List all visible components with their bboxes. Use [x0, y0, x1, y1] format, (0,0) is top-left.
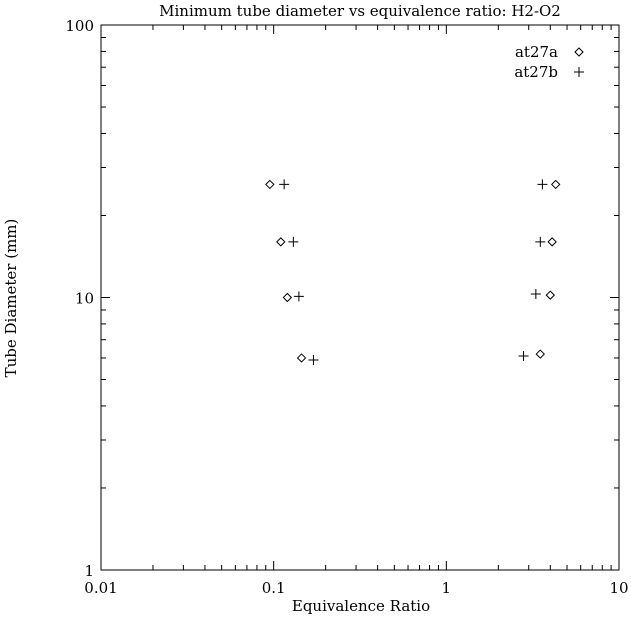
chart-title: Minimum tube diameter vs equivalence rat…: [159, 2, 561, 20]
plot-frame: [100, 24, 620, 571]
at27a-point: [282, 292, 293, 303]
at27a-point: [545, 290, 555, 300]
at27b-point: [279, 179, 290, 190]
series-at27a: [265, 179, 561, 363]
axis-tick-labels: 0.01 0.1 1 10 1 10 100: [65, 17, 628, 597]
at27a-point: [535, 349, 545, 359]
at27b-point: [537, 179, 548, 190]
x-axis-label: Equivalence Ratio: [292, 597, 430, 615]
x-tick-label: 1: [442, 579, 452, 597]
x-tick-label: 10: [609, 579, 628, 597]
series-at27b: [279, 179, 548, 365]
at27a-point: [276, 237, 286, 247]
at27a-point: [551, 179, 561, 190]
axes: [100, 24, 620, 571]
at27b-point: [308, 354, 319, 365]
legend: at27a at27b: [514, 43, 584, 81]
legend-marker-at27a: [574, 47, 584, 57]
at27a-point: [547, 237, 557, 247]
axis-ticks: [100, 24, 620, 571]
y-axis-label: Tube Diameter (mm): [2, 219, 20, 378]
y-tick-label: 100: [65, 17, 94, 35]
legend-label-at27a: at27a: [515, 43, 558, 61]
legend-marker-at27b: [574, 67, 584, 77]
at27a-point: [296, 353, 307, 363]
x-tick-label: 0.01: [84, 579, 117, 597]
at27b-point: [288, 236, 299, 247]
at27a-point: [265, 179, 275, 190]
at27b-point: [293, 291, 304, 302]
legend-label-at27b: at27b: [514, 63, 558, 81]
y-tick-label: 1: [84, 562, 94, 580]
data-marks: [265, 179, 561, 365]
y-tick-label: 10: [75, 290, 94, 308]
x-tick-label: 0.1: [262, 579, 286, 597]
at27b-point: [535, 236, 546, 247]
at27b-point: [530, 289, 541, 300]
at27b-point: [518, 350, 529, 361]
